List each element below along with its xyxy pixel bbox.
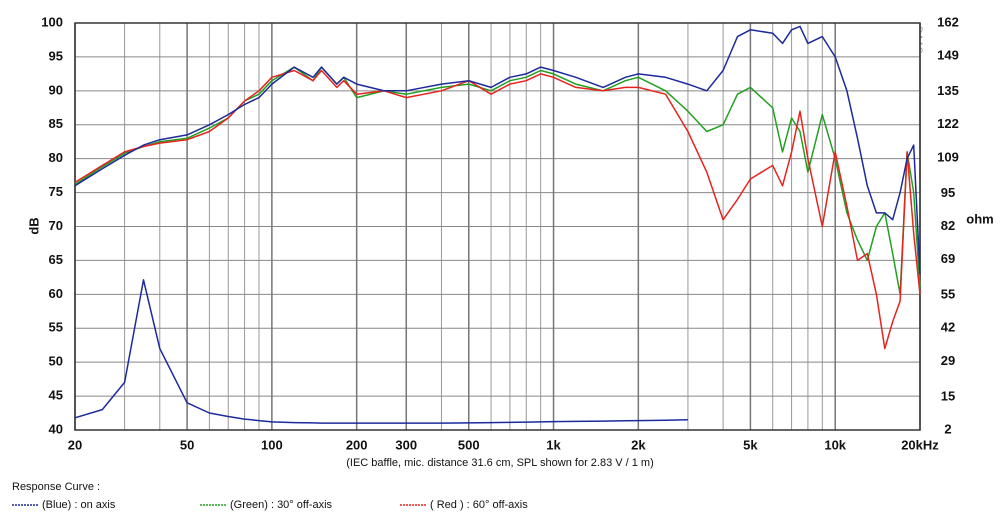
- y2-tick-label: 82: [941, 218, 955, 233]
- y2-tick-label: 95: [941, 185, 955, 200]
- y2-tick-label: 2: [944, 421, 951, 436]
- y-tick-label: 55: [49, 320, 63, 335]
- x-tick-label: 500: [458, 437, 480, 452]
- y2-tick-label: 55: [941, 287, 955, 302]
- y2-tick-label: 42: [941, 320, 955, 335]
- x-tick-label: 10k: [824, 437, 846, 452]
- y-tick-label: 70: [49, 218, 63, 233]
- x-tick-label: 50: [180, 437, 194, 452]
- response-line: [74, 25, 921, 275]
- legend-label: (Green) : 30° off-axis: [230, 499, 333, 511]
- x-tick-label: 20: [68, 437, 82, 452]
- y-tick-label: 65: [49, 252, 63, 267]
- y2-tick-label: 15: [941, 388, 955, 403]
- y2-tick-label: 122: [937, 116, 959, 131]
- y-tick-label: 95: [49, 48, 63, 63]
- y-axis-label: dB: [26, 217, 41, 234]
- legend-title: Response Curve :: [12, 481, 100, 493]
- x-tick-label: 20kHz: [901, 437, 939, 452]
- y2-tick-label: 149: [937, 48, 959, 63]
- y-tick-label: 90: [49, 82, 63, 97]
- legend-label: (Blue) : on axis: [42, 499, 116, 511]
- plot-border: [74, 22, 921, 431]
- y2-tick-label: 135: [937, 83, 959, 98]
- x-tick-label: 200: [346, 437, 368, 452]
- x-tick-label: 300: [395, 437, 417, 452]
- y-tick-label: 40: [49, 421, 63, 436]
- x-tick-label: 100: [261, 437, 283, 452]
- y-tick-label: 50: [49, 354, 63, 369]
- y2-tick-label: 109: [937, 149, 959, 164]
- y-tick-label: 100: [41, 14, 63, 29]
- y-tick-label: 85: [49, 116, 63, 131]
- legend-label: ( Red ) : 60° off-axis: [430, 499, 528, 511]
- y-tick-label: 60: [49, 286, 63, 301]
- y2-tick-label: 162: [937, 14, 959, 29]
- y2-tick-label: 29: [941, 353, 955, 368]
- y2-axis-label: ohm: [966, 211, 993, 226]
- impedance-line: [74, 279, 688, 424]
- x-tick-label: 5k: [743, 437, 758, 452]
- y-tick-label: 45: [49, 388, 63, 403]
- y-tick-label: 80: [49, 150, 63, 165]
- x-axis-note: (IEC baffle, mic. distance 31.6 cm, SPL …: [346, 457, 654, 469]
- x-tick-label: 2k: [631, 437, 646, 452]
- x-tick-label: 1k: [546, 437, 561, 452]
- y2-tick-label: 69: [941, 251, 955, 266]
- response-line: [74, 69, 921, 350]
- y-tick-label: 75: [49, 184, 63, 199]
